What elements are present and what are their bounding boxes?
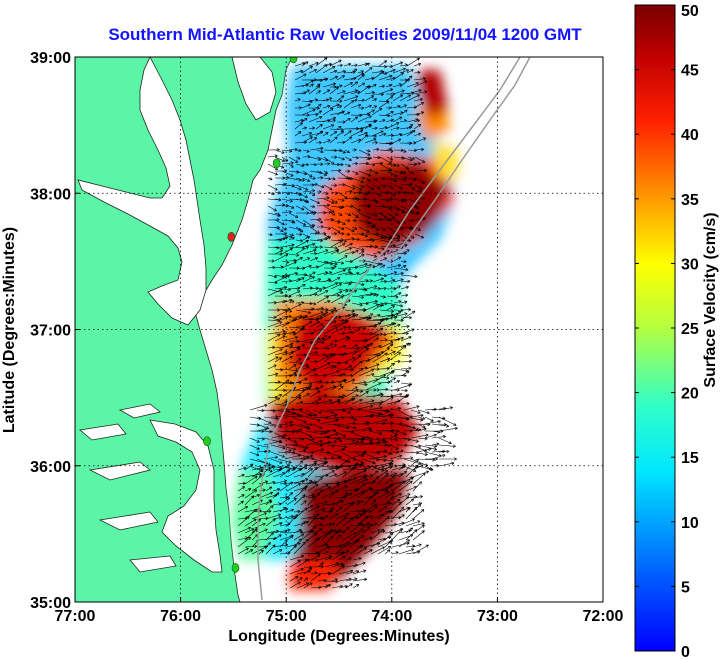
y-tick-label: 39:00 [30, 50, 71, 67]
x-axis-label: Longitude (Degrees:Minutes) [228, 628, 449, 645]
colorbar-tick-label: 10 [681, 515, 699, 532]
colorbar-tick-label: 15 [681, 450, 699, 467]
colorbar-tick-label: 40 [681, 127, 699, 144]
y-ticks: 39:00 38:00 37:00 36:00 35:00 [30, 50, 80, 612]
colorbar-tick-label: 25 [681, 321, 699, 338]
y-tick-label: 38:00 [30, 186, 71, 203]
x-tick-label: 72:00 [583, 608, 624, 625]
station-marker [231, 563, 240, 573]
x-ticks: 77:00 76:00 75:00 74:00 73:00 72:00 [55, 597, 624, 625]
delaware-bay [231, 57, 277, 121]
x-tick-label: 75:00 [266, 608, 307, 625]
y-tick-label: 37:00 [30, 323, 71, 340]
colorbar-tick-label: 35 [681, 192, 699, 209]
y-axis-label: Latitude (Degrees:Minutes) [1, 227, 18, 433]
depth-contour-outer [389, 57, 531, 263]
depth-contour [257, 57, 521, 601]
station-markers [203, 57, 298, 573]
x-tick-label: 73:00 [477, 608, 518, 625]
colorbar-ticks: 0 5 10 15 20 25 30 35 40 45 50 [635, 3, 699, 659]
colorbar-tick-label: 0 [681, 644, 690, 659]
colorbar [634, 4, 676, 652]
x-tick-label: 77:00 [55, 608, 96, 625]
colorbar-tick-label: 20 [681, 386, 699, 403]
grid-lines [75, 57, 603, 602]
y-tick-label: 35:00 [30, 595, 71, 612]
chesapeake-bay [77, 57, 207, 326]
colorbar-tick-label: 45 [681, 63, 699, 80]
station-marker [289, 57, 298, 64]
pamlico-sound [149, 419, 223, 573]
colorbar-label: Surface Velocity (cm/s) [702, 212, 719, 387]
station-marker [203, 436, 211, 447]
map-area [75, 57, 603, 602]
colorbar-tick-label: 50 [681, 3, 699, 20]
station-marker [227, 232, 236, 242]
y-tick-label: 36:00 [30, 459, 71, 476]
velocity-vectors [237, 57, 458, 590]
station-marker [272, 158, 281, 169]
velocity-arrows-path [237, 57, 458, 590]
map-title: Southern Mid-Atlantic Raw Velocities 200… [108, 25, 582, 44]
colorbar-tick-label: 5 [681, 579, 690, 596]
colorbar-tick-label: 30 [681, 256, 699, 273]
sound-fragments [79, 403, 177, 573]
x-tick-label: 76:00 [160, 608, 201, 625]
x-tick-label: 74:00 [371, 608, 412, 625]
